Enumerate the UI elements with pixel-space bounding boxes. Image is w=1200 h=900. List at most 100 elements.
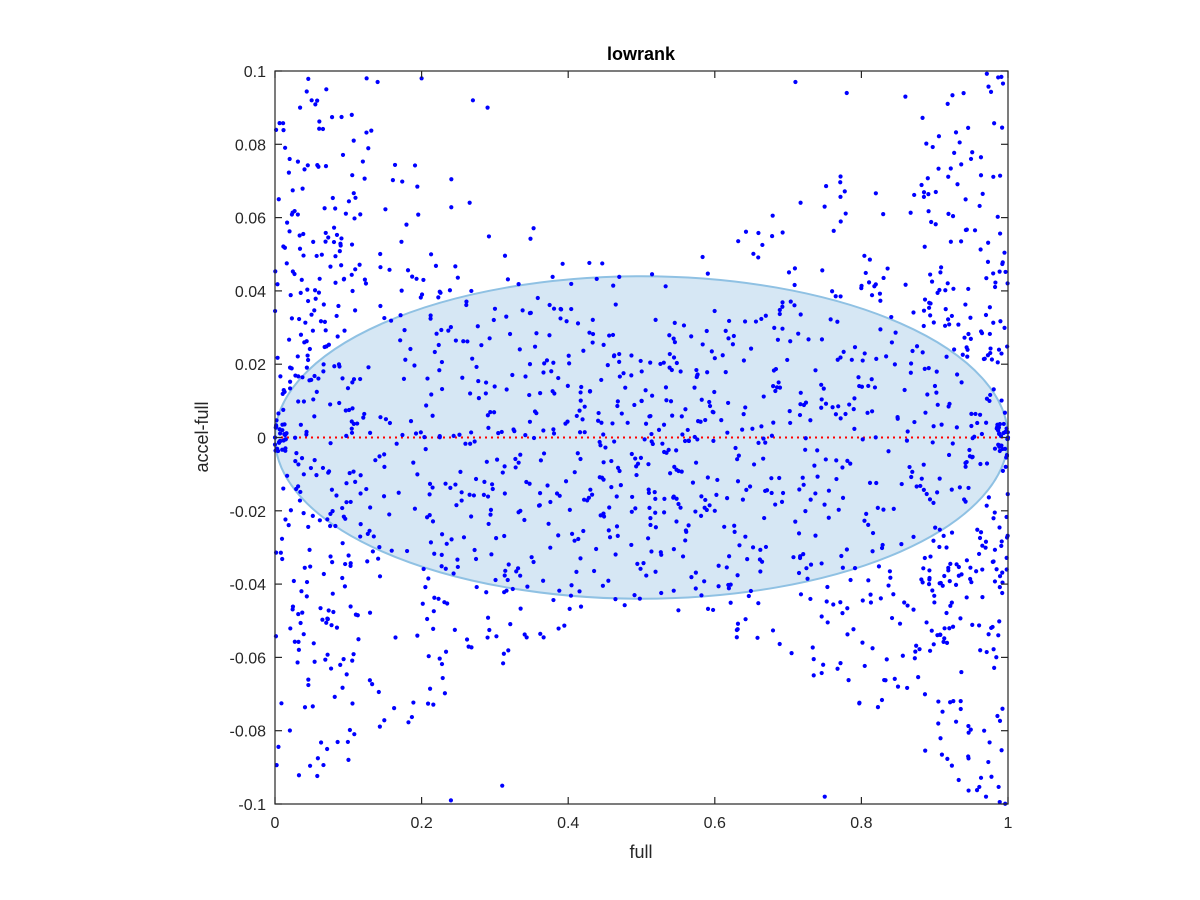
scatter-point (968, 727, 973, 732)
scatter-point (291, 578, 296, 584)
scatter-point (934, 390, 939, 395)
scatter-point (547, 302, 552, 308)
scatter-point (610, 421, 615, 426)
scatter-point (962, 335, 967, 340)
scatter-point (595, 418, 601, 423)
scatter-point (909, 474, 914, 480)
scatter-point (920, 115, 925, 120)
scatter-point (869, 293, 875, 298)
scatter-point (457, 432, 462, 437)
scatter-point (342, 584, 348, 589)
scatter-point (822, 794, 827, 799)
scatter-point (296, 639, 301, 644)
scatter-point (678, 505, 683, 510)
scatter-point (811, 673, 816, 678)
scatter-point (963, 227, 968, 233)
scatter-point (888, 575, 893, 580)
scatter-point (493, 577, 498, 583)
scatter-point (361, 415, 366, 420)
scatter-point (377, 545, 382, 550)
scatter-point (295, 159, 301, 164)
scatter-point (743, 617, 748, 622)
scatter-point (838, 174, 843, 179)
scatter-point (302, 705, 308, 710)
scatter-point (377, 454, 382, 459)
scatter-point (792, 266, 798, 271)
scatter-point (727, 554, 732, 559)
scatter-point (822, 204, 827, 209)
scatter-point (702, 579, 707, 584)
scatter-point (970, 622, 975, 627)
scatter-point (487, 627, 492, 633)
scatter-point (919, 182, 924, 188)
scatter-point (502, 491, 507, 496)
scatter-point (716, 563, 721, 568)
scatter-point (831, 228, 836, 233)
scatter-point (278, 550, 283, 555)
scatter-point (351, 469, 356, 474)
scatter-point (833, 412, 839, 417)
scatter-point (870, 549, 875, 554)
scatter-point (700, 342, 705, 347)
scatter-point (308, 564, 313, 569)
scatter-point (276, 448, 281, 454)
scatter-point (287, 386, 293, 391)
scatter-point (830, 289, 835, 294)
scatter-point (740, 427, 745, 432)
scatter-point (432, 595, 437, 600)
scatter-point (980, 595, 985, 600)
scatter-point (467, 492, 472, 497)
scatter-point (694, 367, 699, 373)
scatter-point (695, 419, 701, 424)
y-tick-label: -0.1 (238, 797, 266, 814)
scatter-point (315, 773, 320, 779)
scatter-point (328, 523, 333, 529)
scatter-point (949, 763, 954, 768)
scatter-point (615, 399, 620, 404)
scatter-point (468, 391, 473, 396)
scatter-point (1003, 464, 1008, 469)
scatter-point (683, 407, 688, 412)
scatter-point (378, 265, 383, 270)
scatter-point (305, 163, 310, 168)
scatter-point (328, 441, 333, 446)
scatter-point (472, 439, 477, 444)
scatter-point (357, 262, 362, 267)
scatter-point (349, 419, 354, 424)
scatter-point (751, 462, 757, 467)
scatter-point (334, 625, 340, 630)
scatter-point (303, 320, 308, 325)
x-tick-label: 0 (271, 815, 280, 832)
scatter-point (919, 476, 924, 481)
scatter-point (283, 517, 288, 522)
scatter-point (705, 370, 710, 375)
scatter-point (959, 669, 964, 675)
scatter-point (589, 492, 595, 497)
scatter-point (921, 487, 926, 492)
scatter-point (676, 501, 681, 507)
scatter-point (672, 320, 677, 326)
scatter-point (287, 156, 292, 162)
scatter-point (349, 426, 354, 431)
scatter-point (820, 268, 825, 273)
scatter-point (569, 531, 575, 536)
scatter-point (693, 509, 698, 514)
scatter-point (502, 573, 507, 578)
scatter-point (649, 549, 654, 554)
scatter-point (368, 505, 373, 510)
scatter-point (348, 604, 353, 609)
scatter-point (569, 583, 574, 588)
scatter-point (966, 788, 971, 793)
scatter-point (835, 357, 840, 362)
scatter-point (492, 306, 498, 311)
scatter-point (727, 318, 732, 324)
scatter-point (454, 503, 459, 508)
scatter-point (301, 399, 307, 404)
scatter-point (985, 259, 991, 265)
scatter-point (649, 272, 655, 277)
scatter-point (819, 670, 824, 676)
scatter-point (427, 492, 432, 497)
scatter-point (629, 542, 634, 548)
scatter-point (312, 288, 318, 293)
scatter-point (465, 339, 470, 344)
